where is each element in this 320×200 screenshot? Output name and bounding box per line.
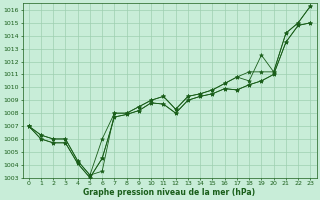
- X-axis label: Graphe pression niveau de la mer (hPa): Graphe pression niveau de la mer (hPa): [84, 188, 256, 197]
